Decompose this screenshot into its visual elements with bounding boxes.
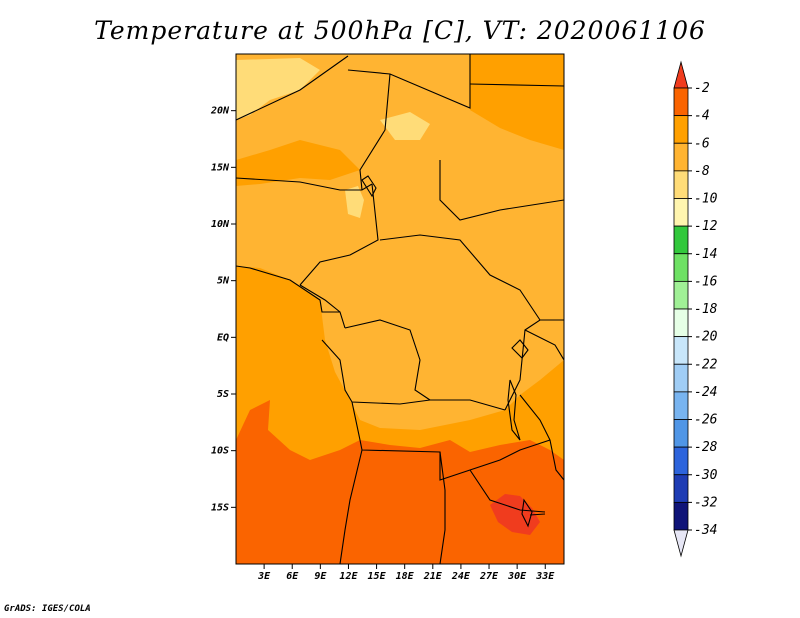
map-panel (236, 54, 564, 564)
lon-tick-label: 6E (286, 571, 299, 582)
colorbar-label: -30 (694, 468, 718, 483)
colorbar-label: -34 (694, 523, 717, 538)
colorbar-label: -26 (694, 413, 718, 428)
lat-tick-label: 10N (211, 219, 230, 230)
lon-tick-label: 18E (396, 571, 415, 582)
lat-tick-label: 5S (217, 389, 229, 400)
colorbar-swatch (673, 501, 689, 531)
colorbar: -2 -4 -6 -8 -10 -12 -14 -16 -18 -20 -22 -24 -26 -28 -3… (673, 60, 718, 558)
lon-tick-label: 24E (451, 571, 471, 582)
colorbar-swatch (673, 308, 689, 338)
lon-tick-label: 15E (368, 571, 387, 582)
lon-tick-label: 30E (507, 571, 527, 582)
colorbar-swatch (673, 198, 689, 227)
colorbar-label: -2 (694, 81, 710, 96)
temperature-region-north (470, 54, 564, 150)
grads-credit: GrADS: IGES/COLA (4, 604, 91, 614)
temperature-region-chad-cool (345, 186, 364, 218)
lakes (361, 175, 546, 528)
country-borders (236, 54, 564, 564)
lon-tick-label: 12E (339, 571, 358, 582)
colorbar-label: -24 (694, 385, 717, 400)
colorbar-label: -22 (694, 357, 718, 372)
colorbar-swatch (673, 363, 689, 393)
colorbar-swatch (673, 87, 689, 117)
colorbar-bottom-arrow (673, 529, 689, 558)
colorbar-label: -6 (694, 136, 710, 151)
lon-tick-label: 33E (535, 571, 555, 582)
colorbar-label: -28 (694, 440, 718, 455)
colorbar-swatch (673, 142, 689, 172)
lat-tick-label: 20N (210, 106, 230, 117)
colorbar-label: -16 (694, 274, 718, 289)
longitude-axis: 3E 6E 9E 12E 15E 18E 21E 24E 27E 30E 33E (257, 564, 555, 582)
colorbar-top-arrow (673, 60, 689, 89)
lat-tick-label: 5N (217, 276, 230, 287)
temperature-region-sahel (236, 140, 360, 186)
lat-tick-label: 15N (211, 162, 230, 173)
colorbar-swatch (673, 253, 689, 282)
lon-tick-label: 21E (423, 571, 443, 582)
colorbar-label: -8 (694, 164, 710, 179)
colorbar-label: -14 (694, 247, 717, 262)
colorbar-label: -18 (694, 302, 718, 317)
lat-tick-label: 10S (211, 446, 229, 457)
colorbar-swatch (673, 115, 689, 144)
colorbar-swatch (673, 419, 689, 448)
temperature-region-sahara-cool (236, 58, 320, 120)
colorbar-swatch (673, 336, 689, 365)
colorbar-swatch (673, 391, 689, 420)
temperature-region-southern-hot (236, 400, 564, 564)
colorbar-label: -12 (694, 219, 718, 234)
colorbar-label: -4 (694, 109, 710, 124)
lat-tick-label: EQ (217, 332, 229, 343)
colorbar-label: -32 (694, 495, 718, 510)
colorbar-swatch (673, 170, 689, 199)
latitude-axis: 20N 15N 10N 5N EQ 5S 10S 15S (210, 106, 236, 513)
colorbar-swatch (673, 225, 689, 255)
lon-tick-label: 9E (314, 571, 327, 582)
colorbar-label: -10 (694, 192, 718, 207)
lon-tick-label: 27E (479, 571, 499, 582)
colorbar-swatch (673, 280, 689, 310)
map-title: Temperature at 500hPa [C], VT: 202006110… (94, 16, 706, 45)
colorbar-label: -20 (694, 330, 718, 345)
map-frame (235, 53, 565, 565)
colorbar-swatch (673, 474, 689, 503)
lon-tick-label: 3E (257, 571, 271, 582)
colorbar-swatch (673, 446, 689, 476)
lat-tick-label: 15S (211, 502, 229, 513)
temperature-region-central-cool (380, 112, 430, 140)
